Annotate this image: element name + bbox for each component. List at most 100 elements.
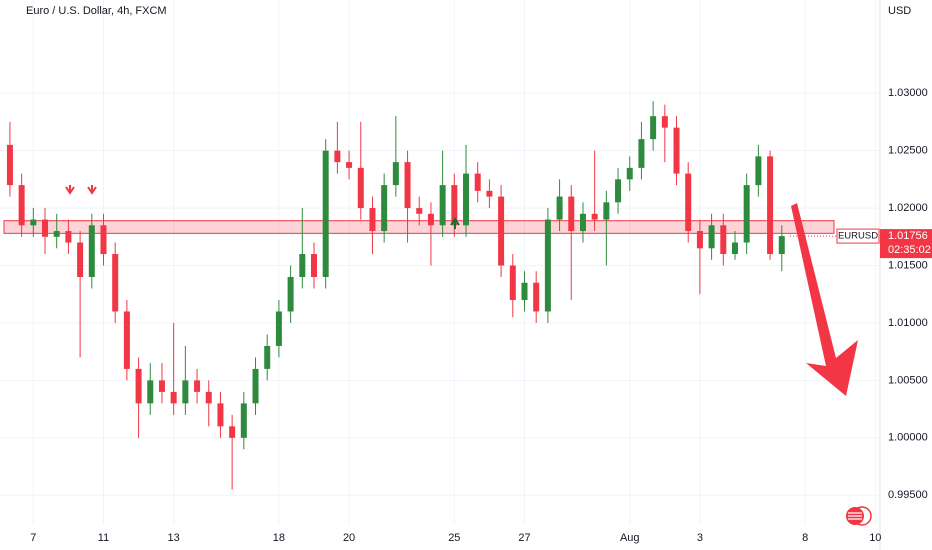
candle-body xyxy=(556,196,563,220)
candle-body xyxy=(6,144,13,186)
y-tick-label: 1.03000 xyxy=(888,87,928,99)
candle-body xyxy=(509,265,516,300)
candle-body xyxy=(638,139,645,168)
candle-body xyxy=(755,156,762,186)
candle-body xyxy=(626,167,633,180)
candle-body xyxy=(194,380,201,392)
candle-body xyxy=(77,242,84,277)
y-tick-label: 1.01000 xyxy=(888,317,928,329)
candle-body xyxy=(275,311,282,346)
down-arrow-marker xyxy=(65,185,75,195)
down-arrow-marker xyxy=(87,185,97,195)
x-tick-label: 3 xyxy=(697,532,703,544)
chart-title: Euro / U.S. Dollar, 4h, FXCM xyxy=(26,5,167,17)
x-tick-label: 11 xyxy=(98,532,109,544)
candle-body xyxy=(229,426,236,438)
y-tick-label: 1.00000 xyxy=(888,432,928,444)
x-tick-label: 27 xyxy=(518,532,530,544)
y-tick-label: 1.00500 xyxy=(888,374,928,386)
candle-body xyxy=(170,391,177,404)
candle-body xyxy=(591,213,598,220)
candle-body xyxy=(369,208,376,232)
annotations xyxy=(65,185,858,396)
candle-body xyxy=(603,202,610,220)
candle-body xyxy=(205,391,212,404)
y-tick-label: 1.01500 xyxy=(888,259,928,271)
x-tick-label: 8 xyxy=(802,532,808,544)
candle-body xyxy=(661,116,668,128)
candle-body xyxy=(158,380,165,392)
candle-body xyxy=(615,179,622,203)
x-tick-label: 7 xyxy=(30,532,36,544)
candle-body xyxy=(252,368,259,404)
candle-body xyxy=(42,219,49,237)
x-tick-label: 25 xyxy=(448,532,460,544)
candle-body xyxy=(474,173,481,191)
candle-body xyxy=(322,150,329,277)
y-tick-label: 1.02000 xyxy=(888,202,928,214)
candle-body xyxy=(381,185,388,232)
candle-body xyxy=(264,345,271,369)
x-tick-label: 20 xyxy=(343,532,355,544)
symbol-tag-box xyxy=(836,228,880,244)
logo xyxy=(846,506,872,526)
candle-body xyxy=(147,380,154,404)
up-arrow-marker xyxy=(450,217,460,229)
candle-body xyxy=(463,173,470,226)
currency-label: USD xyxy=(888,5,911,17)
candle-body xyxy=(357,167,364,209)
price-tag: 1.01756 xyxy=(888,230,928,242)
candle-body xyxy=(392,162,399,186)
x-tick-label: 10 xyxy=(869,532,881,544)
candle-body xyxy=(685,173,692,232)
candle-body xyxy=(533,282,540,312)
logo-lines xyxy=(848,512,862,520)
candle-body xyxy=(100,225,107,255)
candle-body xyxy=(568,196,575,232)
candle-body xyxy=(673,127,680,174)
candle-body xyxy=(544,219,551,312)
candle-body xyxy=(123,311,130,369)
candle-body xyxy=(65,231,72,243)
y-tick-label: 1.02500 xyxy=(888,145,928,157)
candle-body xyxy=(18,185,25,226)
candle-body xyxy=(521,282,528,300)
candle-body xyxy=(767,156,774,255)
axes: 0.99500 1.00000 1.00500 1.01000 1.01500 1.020… xyxy=(30,87,927,544)
x-tick-label: 13 xyxy=(168,532,180,544)
x-tick-label: 18 xyxy=(273,532,285,544)
candle-body xyxy=(778,236,785,255)
candle-body xyxy=(310,254,317,277)
candle-body xyxy=(451,185,458,226)
candle-body xyxy=(182,380,189,404)
candle-body xyxy=(743,185,750,243)
candle-body xyxy=(731,242,738,255)
countdown: 02:35:02 xyxy=(888,244,931,256)
candle-body xyxy=(486,190,493,197)
candle-body xyxy=(240,403,247,438)
y-tick-label: 0.99500 xyxy=(888,489,928,501)
candle-body xyxy=(135,368,142,404)
candle-body xyxy=(53,231,60,237)
candle-body xyxy=(708,225,715,249)
candle-body xyxy=(427,213,434,226)
big-down-arrow xyxy=(791,203,858,396)
candle-body xyxy=(439,185,446,226)
candle-body xyxy=(404,162,411,209)
candle-body xyxy=(416,208,423,214)
candle-body xyxy=(334,150,341,163)
candle-body xyxy=(650,116,657,140)
x-tick-label: Aug xyxy=(620,532,640,544)
candle-body xyxy=(696,231,703,249)
candles xyxy=(6,101,785,490)
candle-body xyxy=(346,162,353,168)
symbol-tag: EURUSD xyxy=(838,231,878,242)
candle-body xyxy=(287,277,294,312)
candle-body xyxy=(112,254,119,312)
candle-body xyxy=(720,225,727,255)
candle-body xyxy=(30,219,37,226)
candle-body xyxy=(498,196,505,266)
price-tag-box xyxy=(880,229,932,259)
